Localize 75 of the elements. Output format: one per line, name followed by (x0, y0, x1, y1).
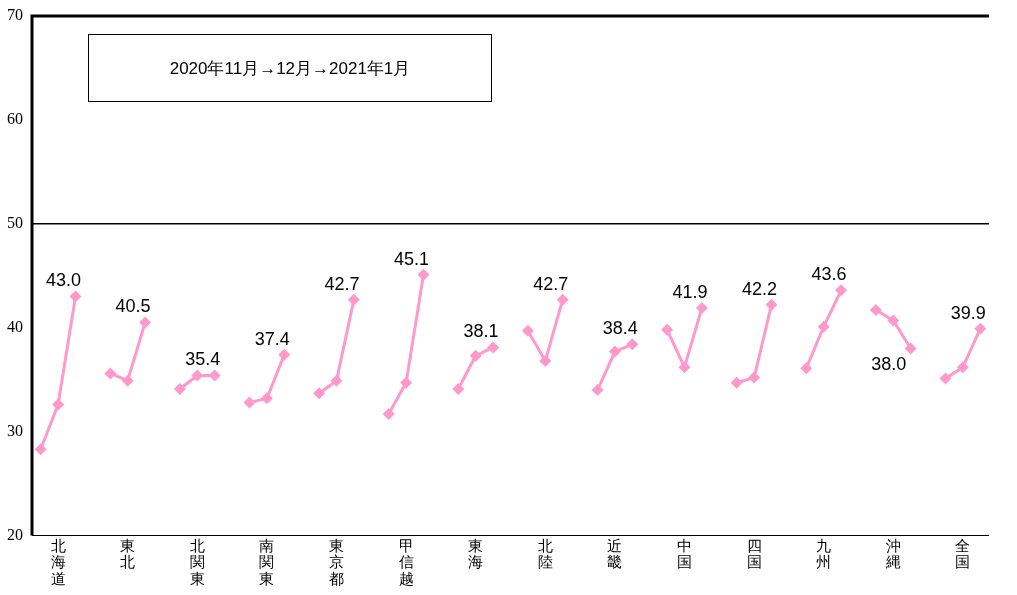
x-tick-label: 近畿 (607, 536, 623, 571)
x-tick-label: 全国 (955, 536, 971, 571)
point (835, 284, 848, 297)
y-tick-label: 20 (7, 525, 23, 543)
x-tick-label: 九州 (816, 536, 832, 571)
point (104, 367, 117, 380)
point (869, 304, 882, 317)
point (330, 374, 343, 387)
point (748, 371, 761, 384)
point (173, 383, 186, 395)
point (260, 392, 273, 405)
data-label: 35.4 (185, 349, 221, 370)
point (139, 316, 152, 329)
data-label: 43.6 (811, 264, 847, 285)
point (939, 372, 952, 385)
x-tick-label: 東京都 (329, 536, 344, 587)
point (974, 322, 987, 335)
data-label: 41.9 (672, 281, 708, 302)
annotation: 2020年11月→12月→2021年1月 (169, 57, 411, 80)
point (400, 376, 413, 389)
point (452, 383, 465, 395)
y-tick-label: 30 (7, 421, 23, 439)
point (34, 443, 47, 456)
point (765, 298, 778, 311)
point (887, 314, 900, 327)
x-tick-label: 南関東 (259, 536, 275, 587)
y-tick-label: 70 (7, 6, 23, 24)
x-tick-label: 甲信越 (398, 536, 414, 587)
x-tick-label: 北海道 (50, 536, 66, 587)
point (539, 354, 552, 367)
data-label: 37.4 (254, 328, 290, 349)
point (695, 301, 708, 314)
y-tick-label: 50 (7, 214, 23, 231)
x-tick-label: 東北 (120, 536, 136, 571)
point (904, 342, 917, 355)
data-label: 40.5 (115, 296, 151, 317)
y-tick-label: 60 (7, 110, 23, 128)
data-label: 42.7 (324, 273, 360, 294)
point (121, 374, 134, 387)
point (626, 338, 639, 351)
point (800, 362, 813, 375)
data-label: 42.2 (741, 278, 778, 299)
x-tick-label: 中国 (677, 536, 692, 571)
data-label: 39.9 (950, 302, 986, 323)
data-label: 42.7 (533, 273, 569, 294)
point (469, 349, 482, 362)
point (730, 376, 743, 389)
data-label: 38.4 (602, 318, 638, 339)
data-label: 43.0 (45, 270, 82, 291)
point (591, 384, 604, 397)
point (52, 398, 65, 411)
point (313, 387, 326, 400)
y-tick-label: 40 (7, 317, 23, 335)
point (69, 290, 82, 303)
x-tick-label: 四国 (746, 536, 762, 571)
point (956, 361, 969, 374)
point (817, 320, 830, 333)
x-tick-label: 東海 (468, 536, 484, 571)
point (678, 361, 691, 374)
point (243, 396, 256, 409)
point (521, 324, 534, 337)
point (417, 268, 430, 281)
data-label: 45.1 (393, 248, 430, 269)
point (278, 348, 291, 361)
point (661, 323, 674, 336)
x-tick-label: 北関東 (189, 536, 205, 587)
point (608, 345, 621, 358)
x-tick-label: 北陸 (537, 536, 553, 571)
data-label: 38.0 (871, 354, 907, 375)
x-tick-label: 沖縄 (884, 536, 901, 571)
point (487, 341, 500, 354)
data-label: 38.1 (463, 321, 499, 342)
point (382, 407, 395, 420)
point (347, 293, 360, 306)
point (556, 293, 569, 306)
